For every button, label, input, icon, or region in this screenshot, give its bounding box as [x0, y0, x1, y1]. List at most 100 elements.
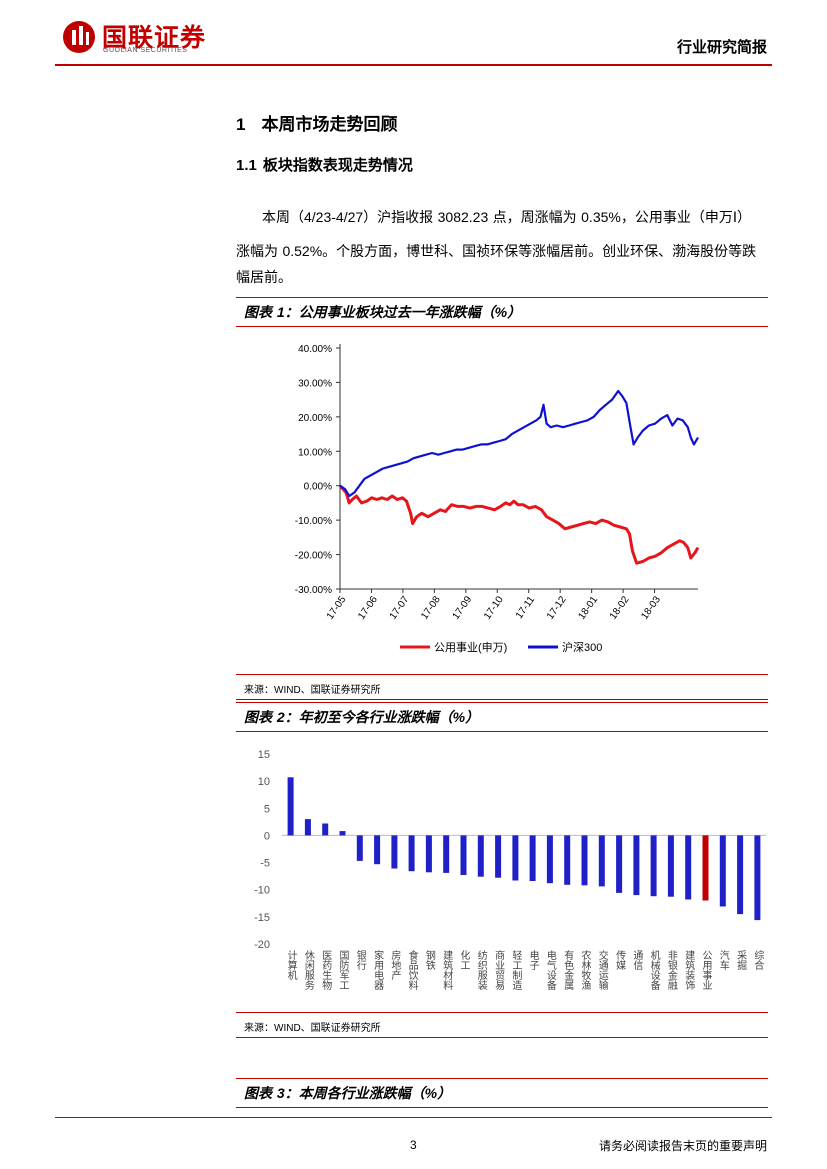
category-label: 化工 — [458, 949, 470, 970]
bar-有色金属 — [564, 835, 571, 885]
x-tick-label: 18-01 — [576, 594, 600, 622]
category-label: 公用事业 — [700, 950, 712, 990]
bar-chart-industry-ytd: 15 10 5 0 -5 -10 -15 -20 计算机 休闲服务 医药生物 国防军工 银行 家用电器房… — [254, 749, 766, 991]
bar-家用电器 — [374, 835, 381, 865]
legend-label: 公用事业(申万) — [434, 641, 507, 654]
category-label: 食品饮料 — [406, 949, 418, 991]
bar-房地产 — [391, 835, 398, 869]
section-number: 1 — [236, 115, 246, 134]
guolian-logo-icon — [63, 21, 95, 53]
x-tick-label: 18-02 — [608, 594, 632, 622]
category-label: 农林牧渔 — [579, 949, 591, 991]
series-line-hs300 — [339, 389, 699, 498]
line-chart-utilities-vs-hs300: 40.00% 30.00% 20.00% 10.00% 0.00% -10.00% -20.… — [295, 344, 700, 654]
subsection-number: 1.1 — [236, 157, 257, 174]
footer-divider — [55, 1117, 772, 1118]
figure-2-source: 来源：WIND、国联证券研究所 — [244, 1023, 381, 1034]
section-heading: 1 本周市场走势回顾 — [236, 110, 397, 135]
category-label: 电气设备 — [544, 949, 556, 991]
y-tick-label: 15 — [258, 749, 270, 761]
bar-电气设备 — [546, 835, 553, 884]
category-label: 轻工制造 — [510, 949, 522, 990]
figure-3-caption-box: 图表 3：本周各行业涨跌幅（%） — [236, 1078, 768, 1108]
category-label: 钢铁 — [423, 949, 435, 971]
figure-1-caption-box: 图表 1：公用事业板块过去一年涨跌幅（%） — [236, 297, 768, 327]
figure-2-caption: 图表 2：年初至今各行业涨跌幅（%） — [244, 709, 480, 726]
category-label: 电子 — [527, 949, 539, 970]
bar-商业贸易 — [495, 835, 502, 878]
logo-text-cn: 国联证券 — [102, 23, 207, 52]
disclaimer-note: 请务必阅读报告末页的重要声明 — [598, 1139, 767, 1153]
y-tick-label: -10.00% — [295, 516, 332, 527]
bar-电子 — [529, 835, 536, 881]
legend-label: 沪深300 — [562, 640, 602, 654]
bar-计算机 — [287, 777, 294, 836]
header-divider — [55, 64, 772, 66]
bar-银行 — [356, 835, 363, 861]
bar-建筑装饰 — [685, 835, 692, 900]
bar-采掘 — [737, 835, 744, 915]
x-tick-label: 17-09 — [451, 594, 475, 622]
category-label: 商业贸易 — [493, 949, 505, 991]
bar-钢铁 — [425, 835, 432, 873]
page-number: 3 — [410, 1138, 417, 1152]
bar-机械设备 — [650, 835, 657, 897]
y-tick-label: 0.00% — [304, 482, 332, 493]
bar-农林牧渔 — [581, 835, 588, 886]
category-label: 综合 — [752, 949, 764, 971]
series-line-utilities — [338, 484, 700, 565]
x-tick-label: 17-07 — [388, 594, 412, 622]
bar-建筑材料 — [443, 835, 450, 873]
category-label: 建筑装饰 — [683, 949, 695, 991]
x-tick-label: 17-06 — [356, 594, 380, 622]
bar-交通运输 — [598, 835, 605, 887]
section-title: 本周市场走势回顾 — [261, 115, 398, 135]
category-label: 国防军工 — [337, 950, 349, 990]
figure-1-caption: 图表 1：公用事业板块过去一年涨跌幅（%） — [244, 304, 522, 321]
category-label: 机械设备 — [648, 949, 660, 991]
bar-纺织服装 — [477, 835, 484, 877]
category-label: 休闲服务 — [302, 950, 314, 991]
paragraph-line-1: 本周（4/23-4/27）沪指收报 3082.23 点，周涨幅为 0.35%，公… — [262, 209, 751, 226]
y-tick-label: 10.00% — [298, 447, 332, 458]
subsection-title: 板块指数表现走势情况 — [262, 156, 413, 174]
bar-国防军工 — [339, 831, 346, 836]
category-label: 家用电器 — [372, 949, 384, 991]
y-tick-label: 20.00% — [298, 413, 332, 424]
category-label: 医药生物 — [320, 950, 332, 991]
y-tick-label: 40.00% — [298, 344, 332, 355]
figure-2-source-box: 来源：WIND、国联证券研究所 — [236, 1012, 768, 1038]
y-tick-label: -20 — [254, 939, 270, 951]
y-tick-label: 5 — [264, 803, 270, 815]
category-label: 计算机 — [285, 949, 297, 981]
category-label: 传媒 — [614, 950, 626, 971]
category-label: 建筑材料 — [441, 949, 453, 991]
category-label: 通信 — [631, 950, 643, 971]
y-tick-label: 0 — [264, 830, 270, 842]
x-tick-label: 17-08 — [419, 594, 443, 622]
y-tick-label: 10 — [258, 776, 270, 788]
subsection-heading: 1.1 板块指数表现走势情况 — [236, 154, 413, 175]
x-tick-label: 17-05 — [325, 594, 349, 622]
category-label: 采掘 — [735, 950, 747, 971]
bar-公用事业 — [702, 835, 709, 901]
y-tick-label: -5 — [260, 858, 270, 870]
bar-非银金融 — [667, 835, 674, 897]
x-tick-label: 17-12 — [545, 594, 569, 622]
figure-1-source: 来源：WIND、国联证券研究所 — [244, 685, 381, 696]
y-tick-label: -30.00% — [295, 585, 332, 596]
figure-1-source-box: 来源：WIND、国联证券研究所 — [236, 674, 768, 700]
bar-通信 — [633, 835, 640, 896]
x-tick-label: 17-11 — [514, 594, 538, 621]
bar-医药生物 — [322, 823, 329, 836]
y-tick-label: -10 — [254, 885, 270, 897]
bar-综合 — [754, 835, 761, 921]
x-tick-label: 17-10 — [482, 594, 506, 622]
bar-化工 — [460, 835, 467, 875]
category-label: 交通运输 — [596, 949, 608, 991]
category-label: 房地产 — [389, 949, 401, 981]
figure-3-caption: 图表 3：本周各行业涨跌幅（%） — [244, 1085, 452, 1102]
bar-汽车 — [719, 835, 726, 907]
figure-2-caption-box: 图表 2：年初至今各行业涨跌幅（%） — [236, 702, 768, 732]
category-label: 银行 — [354, 949, 366, 971]
